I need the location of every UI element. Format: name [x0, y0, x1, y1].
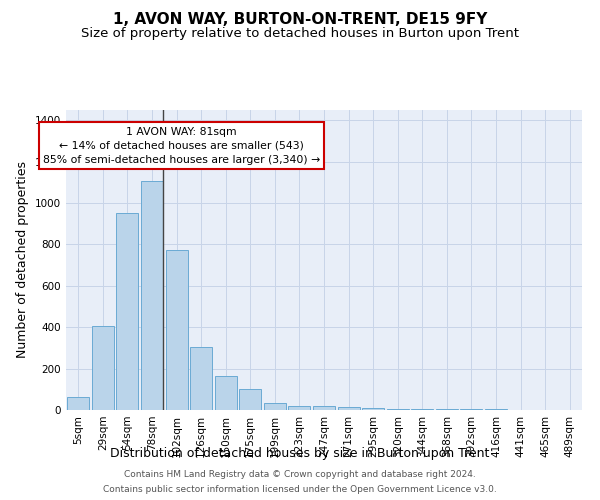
Bar [313, 406, 335, 410]
Bar [386, 409, 409, 410]
Bar [141, 182, 163, 410]
Text: Distribution of detached houses by size in Burton upon Trent: Distribution of detached houses by size … [110, 448, 490, 460]
Text: 1, AVON WAY, BURTON-ON-TRENT, DE15 9FY: 1, AVON WAY, BURTON-ON-TRENT, DE15 9FY [113, 12, 487, 28]
Bar [92, 326, 114, 410]
Bar [166, 250, 188, 410]
Bar [116, 214, 139, 410]
Bar [190, 347, 212, 410]
Text: 1 AVON WAY: 81sqm
← 14% of detached houses are smaller (543)
85% of semi-detache: 1 AVON WAY: 81sqm ← 14% of detached hous… [43, 126, 320, 164]
Text: Contains public sector information licensed under the Open Government Licence v3: Contains public sector information licen… [103, 485, 497, 494]
Bar [239, 390, 262, 410]
Bar [338, 407, 359, 410]
Bar [215, 376, 237, 410]
Text: Size of property relative to detached houses in Burton upon Trent: Size of property relative to detached ho… [81, 28, 519, 40]
Text: Contains HM Land Registry data © Crown copyright and database right 2024.: Contains HM Land Registry data © Crown c… [124, 470, 476, 479]
Bar [67, 396, 89, 410]
Bar [264, 403, 286, 410]
Y-axis label: Number of detached properties: Number of detached properties [16, 162, 29, 358]
Bar [289, 406, 310, 410]
Bar [362, 408, 384, 410]
